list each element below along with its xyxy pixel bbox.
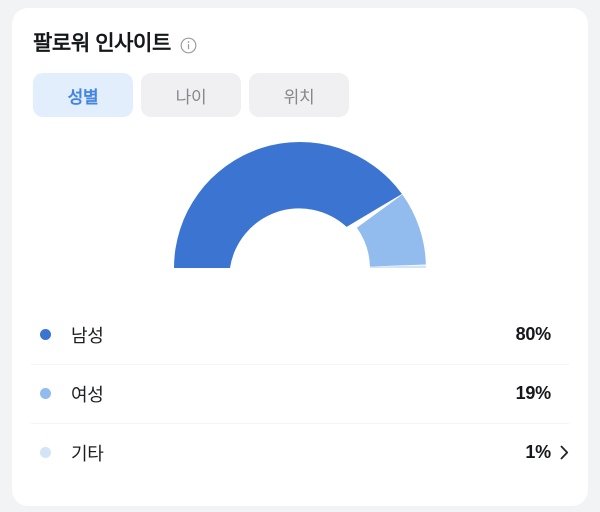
list-item[interactable]: 남성 80% xyxy=(31,305,569,364)
list-item-label: 기타 xyxy=(71,443,104,464)
list-item[interactable]: 여성 19% xyxy=(31,364,569,423)
list-item-value: 1% xyxy=(525,442,551,463)
page-title: 팔로워 인사이트 xyxy=(33,32,171,55)
gender-legend: 남성 80% 여성 19% 기타 1% xyxy=(12,283,588,482)
list-item-value: 19% xyxy=(515,383,552,404)
tab-gender[interactable]: 성별 xyxy=(33,73,133,118)
tab-age[interactable]: 나이 xyxy=(141,73,241,118)
info-circle-icon[interactable] xyxy=(180,37,197,54)
tab-location[interactable]: 위치 xyxy=(249,73,349,118)
list-item-label: 여성 xyxy=(71,384,104,405)
chevron-right-icon[interactable] xyxy=(560,445,569,460)
legend-dot-icon xyxy=(40,447,51,459)
chevron-slot xyxy=(551,445,569,460)
legend-dot-icon xyxy=(40,388,51,400)
gauge-svg xyxy=(174,142,426,269)
gauge-segment-male xyxy=(174,142,402,269)
list-item-label: 남성 xyxy=(71,325,104,346)
gender-gauge-chart xyxy=(12,133,588,283)
card-header: 팔로워 인사이트 xyxy=(12,8,588,55)
gauge-segment-other xyxy=(369,265,426,269)
follower-insight-card: 팔로워 인사이트 성별 나이 위치 남성 80% xyxy=(12,8,588,506)
list-item-value: 80% xyxy=(515,324,552,345)
insight-tab-bar: 성별 나이 위치 xyxy=(12,55,588,118)
gauge-segment-female xyxy=(356,194,426,267)
legend-dot-icon xyxy=(40,329,51,341)
list-item[interactable]: 기타 1% xyxy=(31,423,569,482)
